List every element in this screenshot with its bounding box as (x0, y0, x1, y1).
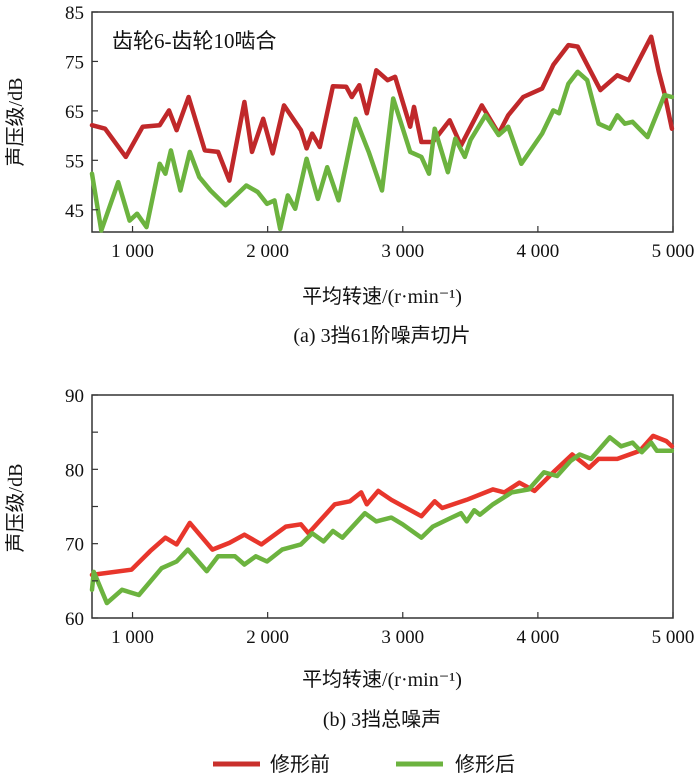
x-tick-label: 3 000 (381, 241, 424, 262)
y-tick-label: 75 (65, 52, 84, 73)
chart-caption: (a) 3挡61阶噪声切片 (293, 324, 470, 347)
tick-group: 1 000 2 000 3 000 4 000 5 000 90 80 70 60 (65, 386, 694, 648)
y-axis-label: 声压级/dB (4, 464, 27, 553)
y-tick-label: 45 (65, 201, 84, 222)
x-tick-label: 1 000 (111, 627, 154, 648)
plot-frame (91, 11, 674, 233)
series-group (89, 34, 675, 233)
x-axis-label: 平均转速/(r·min⁻¹) (302, 668, 462, 691)
x-tick-label: 3 000 (381, 627, 424, 648)
x-tick-label: 5 000 (652, 627, 695, 648)
x-tick-label: 4 000 (517, 627, 560, 648)
series-line-before (89, 34, 675, 183)
series-line-before (89, 433, 675, 578)
chart-caption: (b) 3挡总噪声 (323, 708, 441, 731)
x-tick-label: 4 000 (517, 241, 560, 262)
y-tick-label: 80 (65, 460, 84, 481)
x-tick-label: 2 000 (246, 627, 289, 648)
y-tick-label: 55 (65, 151, 84, 172)
plot-frame (91, 394, 674, 619)
y-tick-label: 70 (65, 535, 84, 556)
series-group (89, 433, 675, 606)
x-axis-label: 平均转速/(r·min⁻¹) (302, 285, 462, 308)
chart-a: 1 000 2 000 3 000 4 000 5 000 85 75 65 55 45 齿轮6-… (4, 3, 694, 347)
tick-group: 1 000 2 000 3 000 4 000 5 000 85 75 65 55 45 (65, 3, 694, 262)
annotation: 齿轮6-齿轮10啮合 (112, 29, 277, 53)
legend-label-before: 修形前 (270, 753, 330, 776)
series-line-after (89, 69, 675, 233)
y-tick-label: 65 (65, 102, 84, 123)
series-line-after (89, 435, 675, 606)
x-tick-label: 1 000 (111, 241, 154, 262)
y-axis-label: 声压级/dB (4, 78, 27, 167)
x-tick-label: 2 000 (246, 241, 289, 262)
legend: 修形前 修形后 (213, 753, 515, 776)
chart-b: 1 000 2 000 3 000 4 000 5 000 90 80 70 60 声压级/dB… (4, 386, 694, 731)
legend-label-after: 修形后 (455, 753, 515, 776)
y-tick-label: 90 (65, 386, 84, 407)
y-tick-label: 85 (65, 3, 84, 24)
y-tick-label: 60 (65, 609, 84, 630)
x-tick-label: 5 000 (652, 241, 695, 262)
